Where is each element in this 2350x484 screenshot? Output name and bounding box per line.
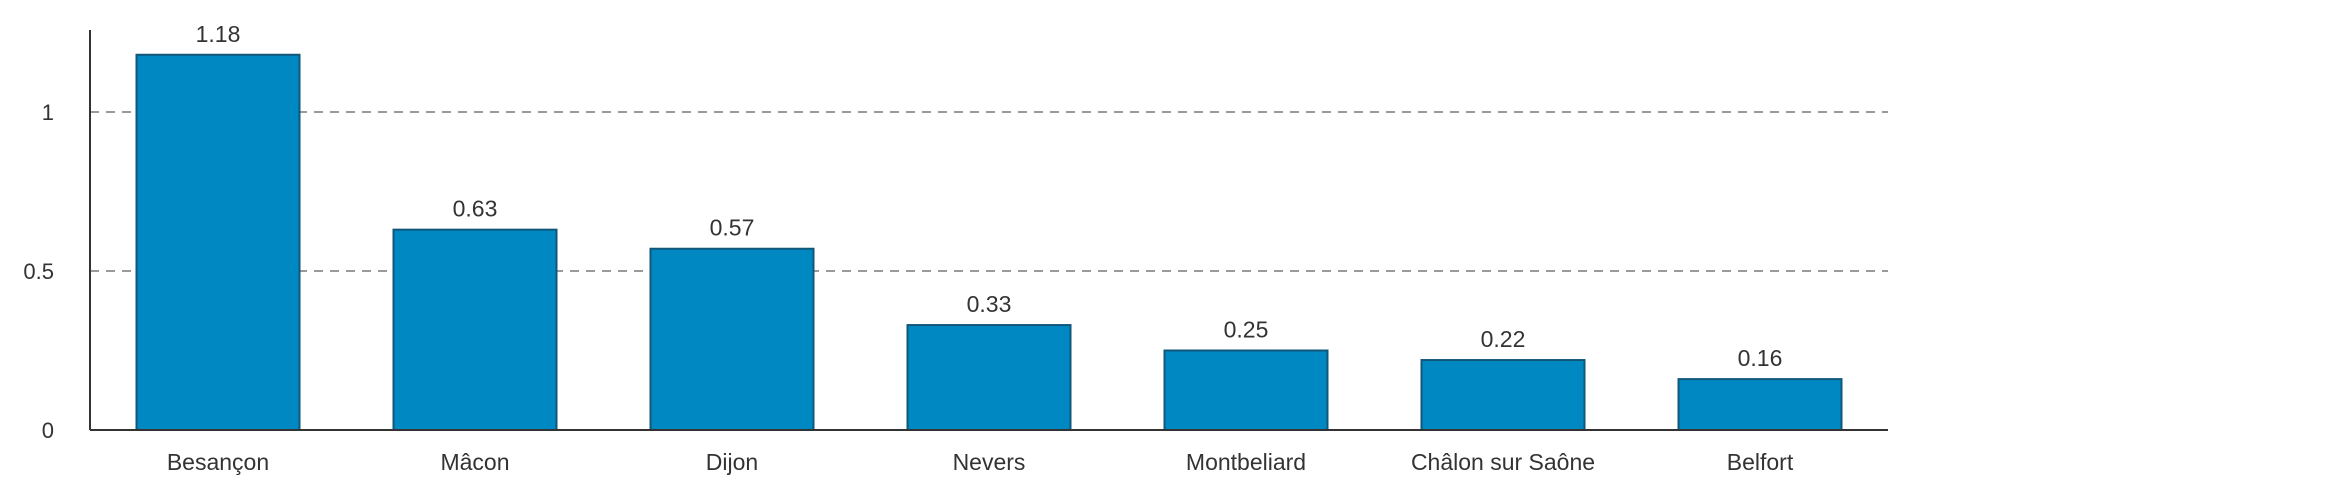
axes bbox=[89, 30, 1888, 431]
category-label-1: Mâcon bbox=[440, 449, 509, 475]
category-label-6: Belfort bbox=[1727, 449, 1794, 475]
bar-1 bbox=[392, 228, 558, 431]
bars bbox=[135, 53, 1843, 432]
bar-5 bbox=[1420, 359, 1586, 432]
data-label-1: 0.63 bbox=[453, 196, 498, 222]
data-label-5: 0.22 bbox=[1481, 326, 1526, 352]
data-label-4: 0.25 bbox=[1224, 317, 1269, 343]
gridlines bbox=[90, 111, 1888, 272]
data-label-3: 0.33 bbox=[967, 291, 1012, 317]
bar-6 bbox=[1677, 378, 1843, 431]
y-tick-label-1: 0.5 bbox=[23, 259, 54, 284]
category-label-3: Nevers bbox=[953, 449, 1026, 475]
y-tick-label-0: 0 bbox=[42, 418, 54, 443]
bar-4 bbox=[1163, 349, 1329, 431]
category-label-0: Besançon bbox=[167, 449, 269, 475]
data-label-0: 1.18 bbox=[196, 21, 241, 47]
data-label-2: 0.57 bbox=[710, 215, 755, 241]
y-tick-labels: 00.51 bbox=[23, 100, 54, 443]
bar-2 bbox=[649, 247, 815, 431]
category-label-4: Montbeliard bbox=[1186, 449, 1306, 475]
category-labels: Besançon Mâcon Dijon Nevers Montbeliard Châlo… bbox=[167, 449, 1794, 475]
data-label-6: 0.16 bbox=[1738, 345, 1783, 371]
bar-0 bbox=[135, 53, 301, 431]
category-label-5: Châlon sur Saône bbox=[1411, 449, 1595, 475]
data-labels: 1.18 0.63 0.57 0.33 0.25 0.22 0.16 bbox=[196, 21, 1783, 371]
y-tick-label-2: 1 bbox=[42, 100, 54, 125]
bar-3 bbox=[906, 324, 1072, 431]
category-label-2: Dijon bbox=[706, 449, 758, 475]
